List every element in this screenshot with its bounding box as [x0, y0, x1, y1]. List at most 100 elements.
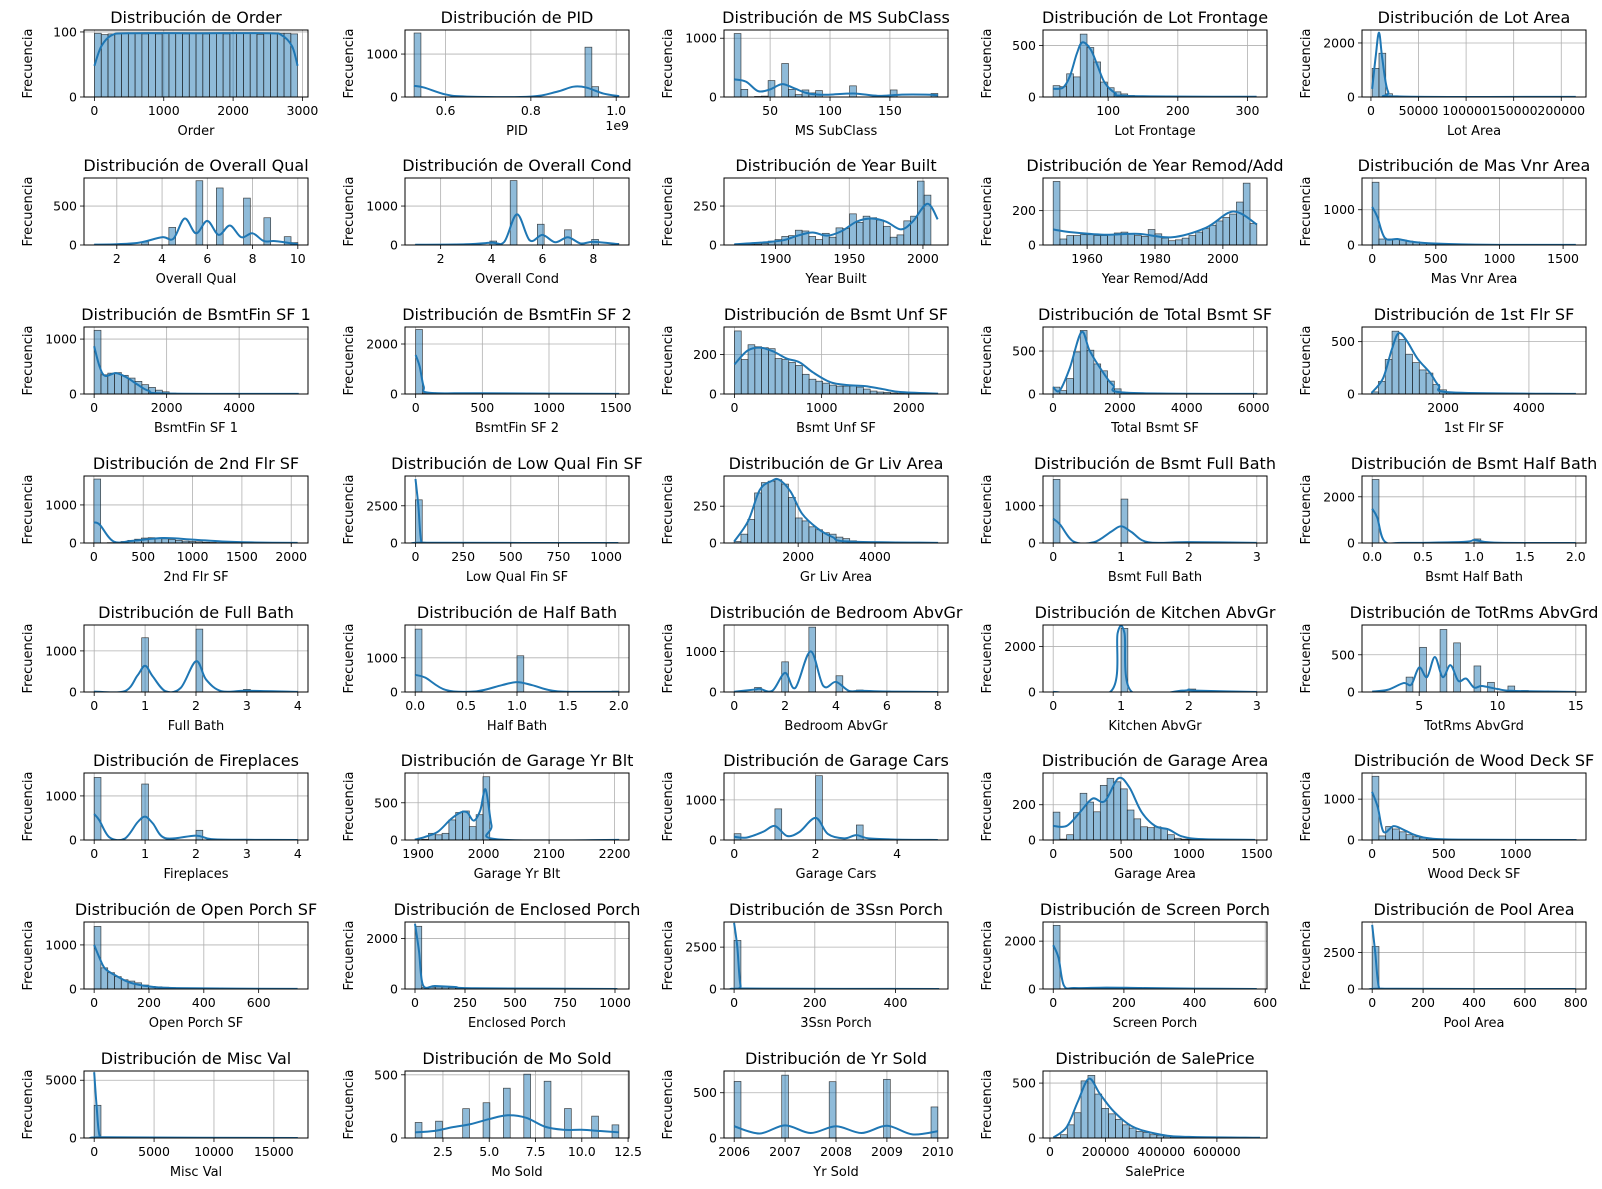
x-tick-label: 4: [893, 846, 901, 861]
histogram-bar: [863, 388, 871, 394]
histogram-bar: [795, 365, 803, 394]
y-tick-label: 0: [1028, 536, 1036, 551]
histogram-bar: [276, 32, 285, 97]
histogram-subplot: 0.0 0.5 1.0 1.5 2.0 0 2000 Distribución de Bsmt…: [1299, 454, 1597, 585]
x-tick-label: 400000: [1137, 1144, 1185, 1159]
x-tick-label: 3: [1253, 698, 1261, 713]
x-tick-label: 1: [1117, 549, 1125, 564]
subplot-title: Distribución de SalePrice: [1055, 1049, 1254, 1068]
histogram-bar: [815, 380, 824, 394]
subplot-title: Distribución de Bsmt Half Bath: [1351, 454, 1598, 473]
y-tick-label: 0: [390, 685, 398, 700]
y-tick-label: 0: [1028, 387, 1036, 402]
x-tick-label: 2010: [922, 1144, 954, 1159]
y-tick-label: 5000: [45, 1073, 77, 1088]
histogram-subplot: 0 5000 10000 15000 0 5000 Distribución de Misc…: [21, 1049, 309, 1180]
x-tick-label: 100: [1096, 103, 1120, 118]
histogram-bar: [243, 32, 251, 97]
histogram-subplot: 0.0 0.5 1.0 1.5 2.0 0 1000 Distribución de Half…: [342, 603, 630, 734]
x-tick-label: 0: [1049, 698, 1057, 713]
y-tick-label: 2500: [685, 940, 717, 955]
histogram-bar: [236, 32, 244, 97]
x-tick-label: 4: [488, 251, 496, 266]
x-tick-label: 1000: [806, 400, 838, 415]
histogram-bar: [1378, 238, 1387, 245]
histogram-bar: [263, 32, 271, 97]
x-tick-label: 5.0: [479, 1144, 499, 1159]
x-axis-label: Year Built: [804, 272, 866, 287]
histogram-subplot: 0 1000 2000 3000 0 100 Distribución de Order Or…: [21, 8, 318, 139]
histogram-subplot: 0 500 1000 1500 0 1000 Distribución de Mas Vnr…: [1299, 156, 1590, 287]
y-tick-label: 2500: [366, 498, 398, 513]
histogram-bar: [263, 217, 272, 245]
x-tick-label: 4000: [1513, 400, 1545, 415]
histogram-subplot: 0 200 400 600 0 2000 Distribución de Screen Po…: [980, 900, 1277, 1031]
histogram-subplot: 0 200 400 600 800 0 2500 Distribución de Pool A…: [1299, 900, 1588, 1031]
y-axis-label: Frecuencia: [342, 326, 357, 396]
histogram-bar: [740, 359, 749, 394]
histogram-bar: [243, 197, 251, 245]
x-tick-label: 500: [131, 549, 155, 564]
subplot-title: Distribución de Garage Yr Blt: [401, 751, 634, 770]
x-tick-label: 200: [1411, 995, 1435, 1010]
axes-frame: [404, 772, 630, 841]
histogram-bar: [441, 832, 450, 840]
histogram-bar: [876, 219, 884, 245]
kde-line: [1052, 944, 1257, 989]
y-tick-label: 0: [69, 685, 77, 700]
x-axis-label: Order: [178, 124, 216, 139]
histogram-bar: [434, 834, 443, 840]
y-tick-label: 0: [69, 387, 77, 402]
histogram-bar: [774, 358, 783, 394]
histogram-subplot: 2 4 6 8 0 1000 Distribución de Overall Cond Ove…: [342, 156, 632, 287]
x-tick-label: 400: [884, 995, 908, 1010]
x-tick-label: 3: [243, 698, 251, 713]
histogram-bar: [740, 533, 749, 543]
histogram-bar: [127, 32, 136, 97]
kde-line: [733, 477, 939, 543]
histogram-bar: [1453, 642, 1461, 692]
y-tick-label: 0: [69, 833, 77, 848]
x-tick-label: 1000: [177, 549, 209, 564]
y-tick-label: 1000: [685, 792, 717, 807]
axes-frame: [1042, 29, 1268, 98]
y-tick-label: 0: [1028, 90, 1036, 105]
histogram-bar: [1147, 229, 1156, 245]
y-tick-label: 0: [390, 387, 398, 402]
subplot-title: Distribución de Lot Frontage: [1042, 8, 1268, 27]
x-tick-label: 600: [1513, 995, 1537, 1010]
x-tick-label: 1.0: [1464, 549, 1484, 564]
x-axis-label: TotRms AbvGrd: [1423, 719, 1524, 734]
axes-frame: [1042, 772, 1268, 841]
x-tick-label: 0: [1368, 251, 1376, 266]
x-tick-label: 2000: [275, 549, 307, 564]
y-tick-label: 500: [53, 199, 77, 214]
histogram-subplot: 0.6 0.8 1.0 0 1000 1e9 Distribución de PID PID F…: [342, 8, 630, 139]
histogram-bar: [1167, 834, 1175, 840]
x-tick-label: 2100: [533, 846, 565, 861]
axes-frame: [1361, 624, 1587, 693]
y-axis-label: Frecuencia: [342, 475, 357, 545]
histogram-bar: [1093, 811, 1101, 840]
x-tick-label: 2000: [217, 103, 249, 118]
x-tick-label: 10: [290, 251, 306, 266]
x-tick-label: 200000: [1082, 1144, 1130, 1159]
subplot-title: Distribución de Screen Porch: [1040, 900, 1270, 919]
kde-line: [93, 813, 298, 840]
histogram-bar: [1066, 235, 1074, 245]
kde-line: [1372, 656, 1576, 692]
x-tick-label: 1500: [226, 549, 258, 564]
x-tick-label: 2000: [1427, 400, 1459, 415]
y-axis-label: Frecuencia: [342, 772, 357, 842]
kde-line: [1371, 31, 1576, 97]
x-axis-label: Yr Sold: [812, 1165, 859, 1180]
x-tick-label: 50: [762, 103, 778, 118]
histogram-bar: [1122, 1124, 1130, 1138]
histogram-bar: [1127, 233, 1135, 245]
histogram-bar: [774, 808, 783, 840]
y-axis-label: Frecuencia: [21, 326, 36, 396]
y-tick-label: 1000: [45, 643, 77, 658]
histogram-bar: [923, 194, 932, 245]
x-tick-label: 0: [1049, 400, 1057, 415]
x-tick-label: 1.0: [507, 698, 527, 713]
